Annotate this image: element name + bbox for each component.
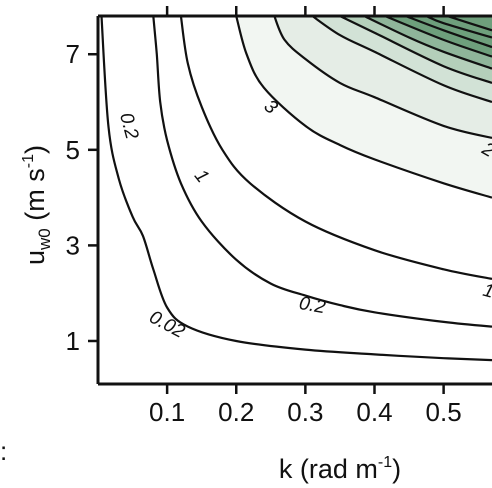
contour-label: 0.2 [297, 293, 327, 318]
contour-line-16 [363, 16, 492, 70]
contour-line-1 [179, 16, 492, 280]
y-tick-label: 5 [66, 135, 80, 165]
axes [88, 6, 492, 394]
contour-label: 1 [481, 280, 492, 303]
contour-line-8 [311, 16, 492, 104]
contour-label: 3 [260, 96, 282, 119]
contour-line-24 [405, 16, 492, 49]
x-axis-title: k (rad m-1) [279, 454, 401, 484]
contour-line-20 [384, 16, 492, 58]
corner-mark: : [0, 436, 7, 466]
x-tick-label: 0.3 [287, 397, 323, 427]
contour-line-5 [273, 16, 492, 139]
y-tick-label: 1 [66, 326, 80, 356]
x-tick-label: 0.4 [356, 397, 392, 427]
x-tick-label: 0.1 [149, 397, 185, 427]
contour-line-0.02 [100, 16, 492, 362]
contour-label-text: 0.2 [297, 293, 327, 318]
contour-label-text: 1 [481, 280, 492, 303]
tick-labels: 0.1 0.2 0.3 0.4 0.5 1 3 5 7 [66, 39, 462, 427]
y-tick-label: 7 [66, 39, 80, 69]
contour-line-12 [339, 16, 492, 84]
x-tick-label: 0.2 [218, 397, 254, 427]
contour-line-0.2 [152, 16, 492, 328]
contour-label: 1 [190, 166, 213, 187]
x-tick-label: 0.5 [426, 397, 462, 427]
y-tick-label: 3 [66, 230, 80, 260]
contour-line-layer [100, 16, 492, 362]
y-axis-title: uw0 (m s-1) [20, 145, 54, 265]
contour-line-3 [235, 16, 492, 199]
